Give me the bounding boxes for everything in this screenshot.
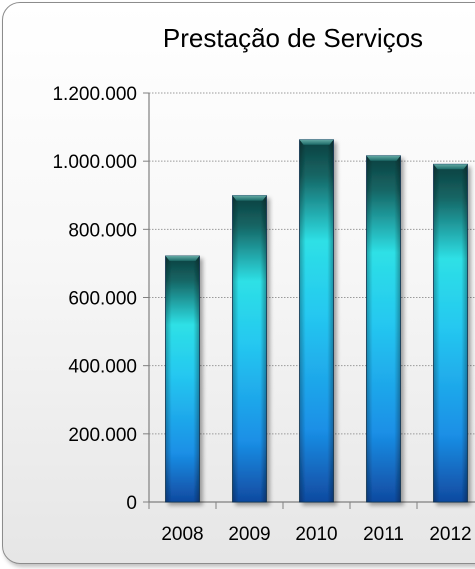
y-tick-label: 200.000 bbox=[68, 425, 137, 446]
x-axis-tick-labels: 2008 2009 2010 2011 2012 bbox=[161, 524, 471, 545]
x-tick-label: 2010 bbox=[295, 524, 337, 545]
x-tick-label: 2009 bbox=[228, 524, 270, 545]
y-tick-label: 1.200.000 bbox=[52, 84, 137, 105]
y-axis-tick-labels: 0 200.000 400.000 600.000 800.000 1.000.000 1.… bbox=[52, 84, 137, 514]
bar bbox=[433, 163, 468, 503]
bar bbox=[232, 195, 267, 503]
bar bbox=[366, 155, 401, 503]
x-tick-label: 2008 bbox=[161, 524, 203, 545]
bar bbox=[165, 255, 200, 503]
y-tick-label: 800.000 bbox=[68, 220, 137, 241]
y-tick-label: 600.000 bbox=[68, 289, 137, 310]
y-tick-label: 1.000.000 bbox=[52, 152, 137, 173]
chart-title: Prestação de Serviços bbox=[163, 23, 423, 53]
y-tick-label: 400.000 bbox=[68, 357, 137, 378]
bar bbox=[299, 139, 334, 503]
y-tick-label: 0 bbox=[126, 493, 137, 514]
x-tick-label: 2011 bbox=[363, 524, 404, 545]
x-tick-label: 2012 bbox=[429, 524, 471, 545]
bars bbox=[165, 139, 468, 503]
